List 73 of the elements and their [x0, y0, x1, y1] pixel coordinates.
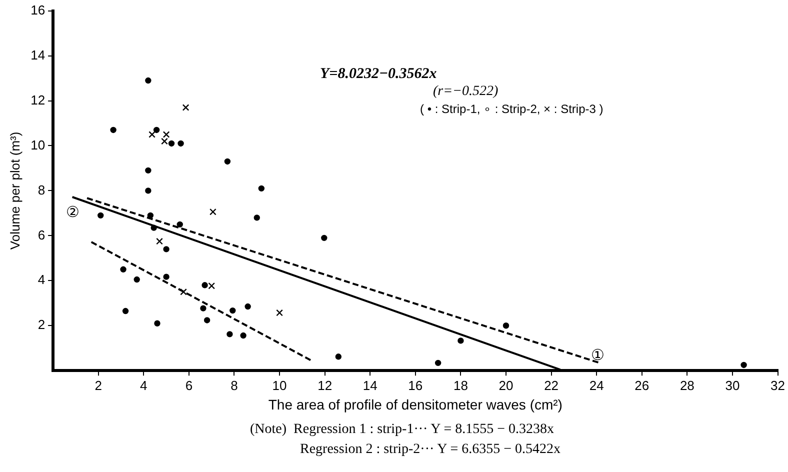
annotation: ② — [66, 203, 80, 221]
annotation: ① — [591, 346, 604, 364]
point — [276, 309, 283, 316]
y-axis-title: Volume per plot (m³) — [7, 132, 22, 250]
point — [134, 276, 140, 283]
point — [148, 131, 156, 138]
x-tick-label: 6 — [185, 378, 193, 393]
y-tick-label: 4 — [38, 272, 46, 288]
point — [224, 158, 231, 165]
point — [254, 214, 260, 221]
x-tick-label: 30 — [725, 378, 740, 393]
point — [98, 212, 104, 219]
point — [182, 104, 190, 111]
text: (Note) Regression 1 : strip-1··· Y = 8.1555 − 0.3238x — [250, 421, 556, 439]
x-tick-label: 8 — [230, 378, 238, 393]
x-axis-title: The area of profile of densitometer waves (cm²) — [268, 396, 562, 412]
point — [226, 331, 233, 338]
point — [321, 234, 328, 242]
x-tick-label: 12 — [318, 378, 332, 393]
point — [458, 338, 464, 344]
annotation: (r=−0.522) — [433, 84, 498, 100]
y-tick-label: 2 — [38, 317, 46, 332]
point — [200, 305, 206, 312]
annotation: Y=8.0232−0.3562x — [320, 66, 437, 83]
x-tick-label: 32 — [770, 378, 786, 393]
point — [163, 274, 170, 280]
point — [180, 288, 187, 296]
point — [156, 238, 163, 245]
y-tick-label: 16 — [30, 2, 46, 18]
point — [244, 303, 251, 310]
point — [120, 266, 126, 273]
x-tick-label: 24 — [589, 378, 604, 393]
point — [147, 212, 154, 219]
point — [208, 282, 216, 290]
point — [240, 332, 246, 339]
x-tick-label: 16 — [408, 378, 423, 393]
point — [110, 126, 116, 134]
x-tick-label: 14 — [362, 378, 378, 393]
point — [202, 282, 208, 288]
x-tick-label: 18 — [453, 378, 468, 393]
point — [434, 360, 442, 366]
x-tick-label: 4 — [140, 378, 148, 393]
point — [145, 188, 152, 194]
x-tick-label: 2 — [94, 378, 102, 393]
point — [122, 308, 129, 314]
point — [154, 320, 160, 326]
point — [740, 362, 747, 368]
point — [145, 167, 152, 174]
point — [258, 185, 265, 192]
point — [163, 246, 170, 252]
point — [502, 322, 510, 329]
point — [150, 224, 157, 231]
point — [204, 317, 210, 324]
x-tick-label: 26 — [634, 378, 650, 393]
x-tick-label: 10 — [272, 378, 287, 393]
text: Regression 2 : strip-2··· Y = 6.6355 − 0.5422x — [299, 441, 561, 459]
point — [210, 208, 216, 216]
y-tick-label: 6 — [38, 227, 46, 242]
y-tick-label: 8 — [38, 182, 46, 198]
annotation: ( • : Strip-1, ∘ : Strip-2, × : Strip-3 ) — [420, 102, 604, 116]
point — [168, 140, 175, 147]
point — [230, 307, 236, 314]
point — [335, 354, 342, 360]
point — [145, 77, 152, 84]
x-tick-label: 28 — [680, 378, 694, 393]
y-tick-label: 14 — [30, 47, 46, 62]
y-tick-label: 12 — [30, 92, 46, 108]
x-tick-label: 22 — [544, 378, 559, 393]
point — [153, 126, 160, 134]
point — [178, 140, 184, 147]
x-tick-label: 20 — [498, 378, 514, 393]
y-tick-label: 10 — [30, 137, 46, 152]
point — [176, 221, 183, 228]
